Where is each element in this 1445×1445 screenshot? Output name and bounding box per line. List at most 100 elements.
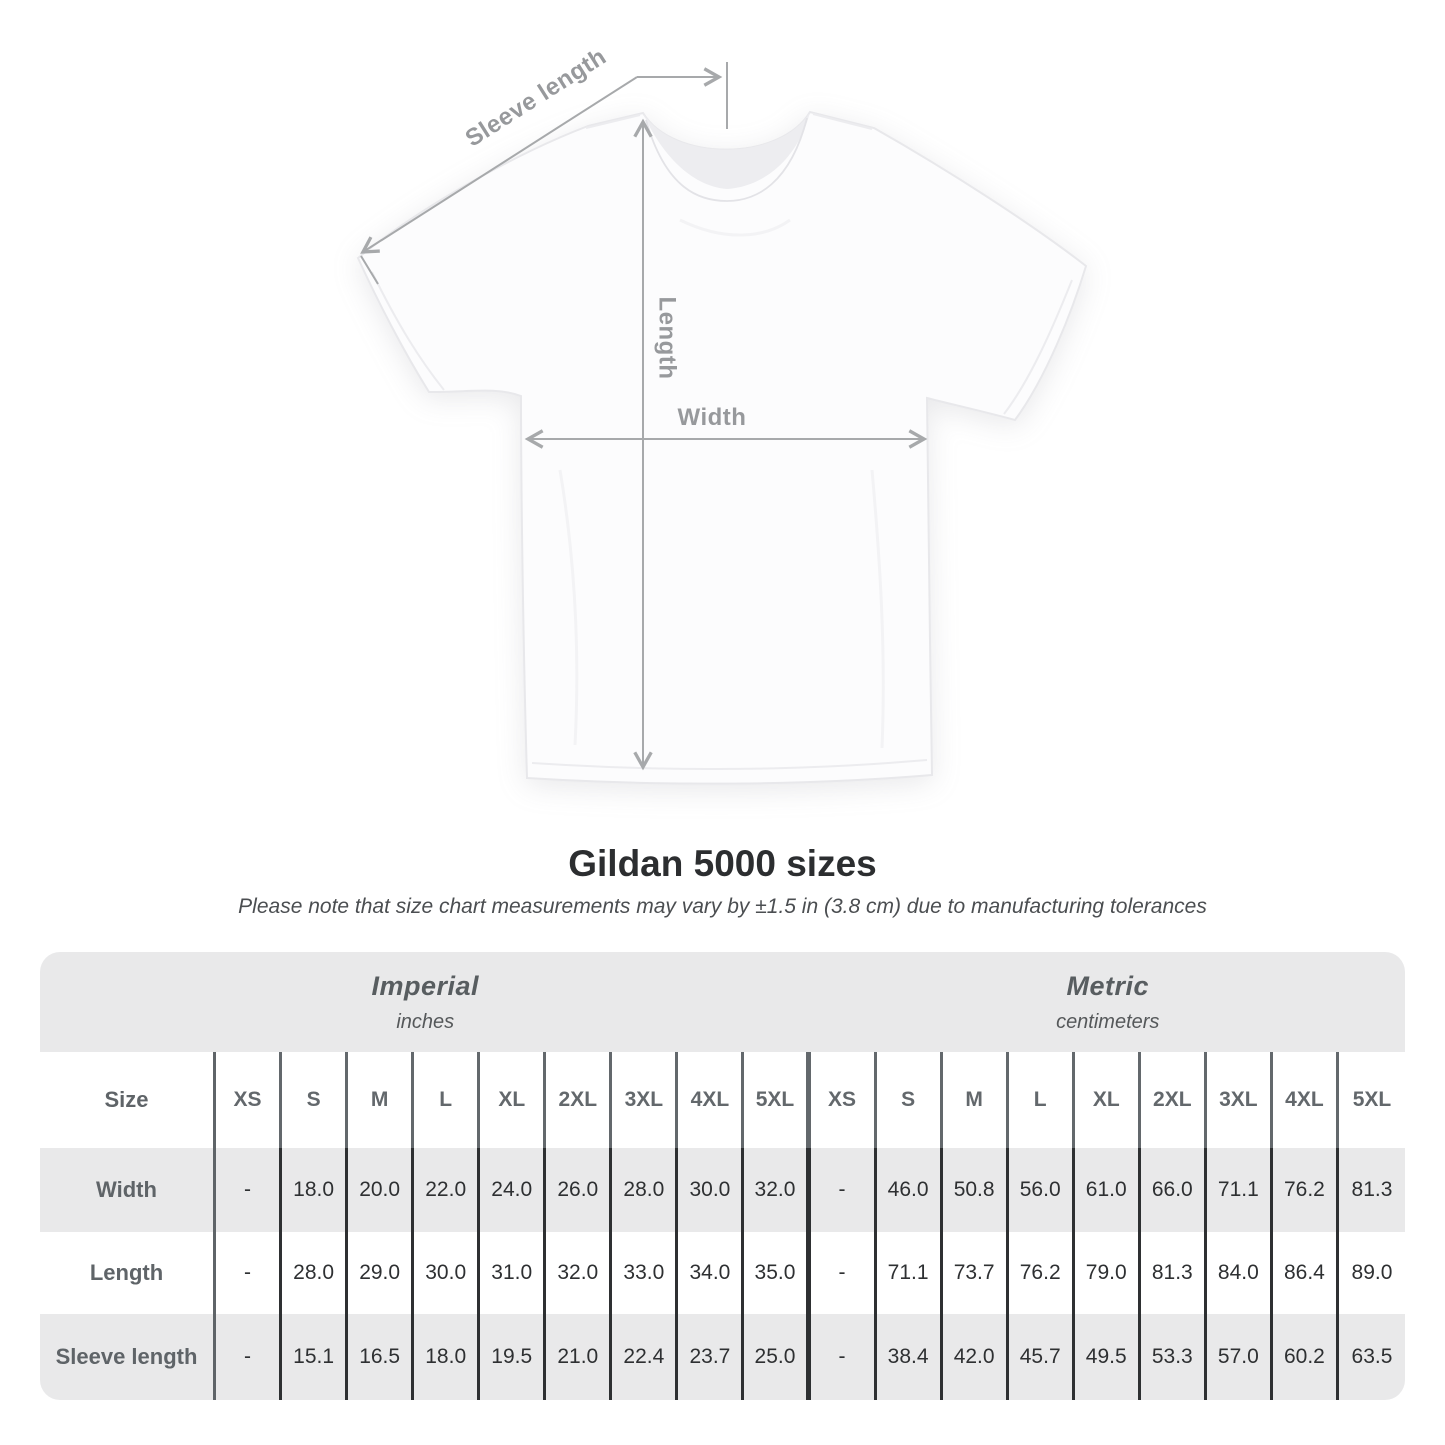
value-cell: 32.0 <box>546 1232 613 1314</box>
value-cell: - <box>216 1314 283 1400</box>
unit-header-imperial: Imperial inches <box>40 952 811 1052</box>
value-cell: 73.7 <box>942 1232 1009 1314</box>
shoulder-seam-right <box>812 113 873 130</box>
value-cell: 79.0 <box>1074 1232 1141 1314</box>
heading-block: Gildan 5000 sizes Please note that size … <box>0 843 1445 919</box>
tshirt-measurement-diagram: Sleeve length Length Width <box>356 43 1088 785</box>
value-cell: 63.5 <box>1338 1314 1405 1400</box>
value-cell: 84.0 <box>1206 1232 1273 1314</box>
sleeve-measure-diagonal-line <box>360 76 638 254</box>
size-col-header: L <box>414 1052 481 1148</box>
value-cell: 38.4 <box>876 1314 943 1400</box>
value-cell: 28.0 <box>612 1148 679 1232</box>
tshirt-graphic: Sleeve length Length Width <box>356 43 1088 785</box>
value-cell: 57.0 <box>1206 1314 1273 1400</box>
value-cell: 76.2 <box>1008 1232 1075 1314</box>
value-cell: 33.0 <box>612 1232 679 1314</box>
value-cell: 30.0 <box>678 1148 745 1232</box>
value-cell: 89.0 <box>1338 1232 1405 1314</box>
value-cell: 30.0 <box>414 1232 481 1314</box>
neck-opening <box>643 112 810 189</box>
row-label: Width <box>40 1148 216 1232</box>
value-cell: - <box>810 1314 877 1400</box>
collar-seam <box>645 117 808 202</box>
size-col-header: L <box>1008 1052 1075 1148</box>
unit-name: Metric <box>1066 970 1150 1001</box>
value-cell: - <box>810 1232 877 1314</box>
size-col-header: 5XL <box>744 1052 811 1148</box>
page-title: Gildan 5000 sizes <box>568 843 877 884</box>
value-cell: 18.0 <box>414 1314 481 1400</box>
value-cell: 42.0 <box>942 1314 1009 1400</box>
value-cell: 24.0 <box>480 1148 547 1232</box>
unit-subtitle: centimeters <box>1056 1010 1160 1033</box>
size-col-header: M <box>942 1052 1009 1148</box>
value-cell: 22.0 <box>414 1148 481 1232</box>
sleeve-hem-left <box>371 271 445 391</box>
size-col-header: 5XL <box>1338 1052 1405 1148</box>
wrinkle <box>679 218 791 237</box>
size-table: Imperial inches Metric centimeters Size XS S M L… <box>40 952 1405 1400</box>
value-cell: 81.3 <box>1338 1148 1405 1232</box>
value-cell: - <box>216 1232 283 1314</box>
width-annotation: Width <box>524 404 928 449</box>
size-col-header: 4XL <box>678 1052 745 1148</box>
length-label: Length <box>654 297 681 380</box>
value-cell: 20.0 <box>348 1148 415 1232</box>
size-col-header: 3XL <box>612 1052 679 1148</box>
value-cell: 60.2 <box>1272 1314 1339 1400</box>
value-cell: 31.0 <box>480 1232 547 1314</box>
value-cell: 26.0 <box>546 1148 613 1232</box>
value-cell: 35.0 <box>744 1232 811 1314</box>
wrinkle <box>870 469 885 749</box>
tolerance-note: Please note that size chart measurements… <box>238 895 1207 918</box>
sleeve-hem-right <box>1003 279 1073 415</box>
size-col-header: 4XL <box>1272 1052 1339 1148</box>
value-cell: 81.3 <box>1140 1232 1207 1314</box>
bottom-hem-stitch <box>531 759 928 771</box>
value-cell: 23.7 <box>678 1314 745 1400</box>
value-cell: 86.4 <box>1272 1232 1339 1314</box>
value-cell: 19.5 <box>480 1314 547 1400</box>
size-col-header: XS <box>810 1052 877 1148</box>
value-cell: 32.0 <box>744 1148 811 1232</box>
value-cell: 28.0 <box>282 1232 349 1314</box>
value-cell: 76.2 <box>1272 1148 1339 1232</box>
value-cell: - <box>810 1148 877 1232</box>
size-row-label: Size <box>40 1052 216 1148</box>
value-cell: 45.7 <box>1008 1314 1075 1400</box>
value-cell: 18.0 <box>282 1148 349 1232</box>
value-cell: 46.0 <box>876 1148 943 1232</box>
value-cell: 49.5 <box>1074 1314 1141 1400</box>
tshirt-body <box>356 110 1088 785</box>
size-col-header: XL <box>480 1052 547 1148</box>
value-cell: 22.4 <box>612 1314 679 1400</box>
value-cell: 53.3 <box>1140 1314 1207 1400</box>
value-cell: 71.1 <box>1206 1148 1273 1232</box>
value-cell: 61.0 <box>1074 1148 1141 1232</box>
size-col-header: 2XL <box>1140 1052 1207 1148</box>
sleeve-leader-line <box>360 255 379 285</box>
size-col-header: XS <box>216 1052 283 1148</box>
unit-name: Imperial <box>371 970 480 1001</box>
value-cell: 71.1 <box>876 1232 943 1314</box>
value-cell: 21.0 <box>546 1314 613 1400</box>
value-cell: 16.5 <box>348 1314 415 1400</box>
row-label: Length <box>40 1232 216 1314</box>
value-cell: 29.0 <box>348 1232 415 1314</box>
value-cell: 25.0 <box>744 1314 811 1400</box>
size-col-header: XL <box>1074 1052 1141 1148</box>
size-col-header: S <box>876 1052 943 1148</box>
unit-header-metric: Metric centimeters <box>810 952 1405 1052</box>
tshirt-illustration <box>356 110 1088 785</box>
size-col-header: S <box>282 1052 349 1148</box>
width-label: Width <box>678 404 747 431</box>
size-col-header: 3XL <box>1206 1052 1273 1148</box>
shoulder-seam-left <box>585 114 641 129</box>
row-label: Sleeve length <box>40 1314 216 1400</box>
size-col-header: M <box>348 1052 415 1148</box>
value-cell: 34.0 <box>678 1232 745 1314</box>
value-cell: - <box>216 1148 283 1232</box>
size-col-header: 2XL <box>546 1052 613 1148</box>
